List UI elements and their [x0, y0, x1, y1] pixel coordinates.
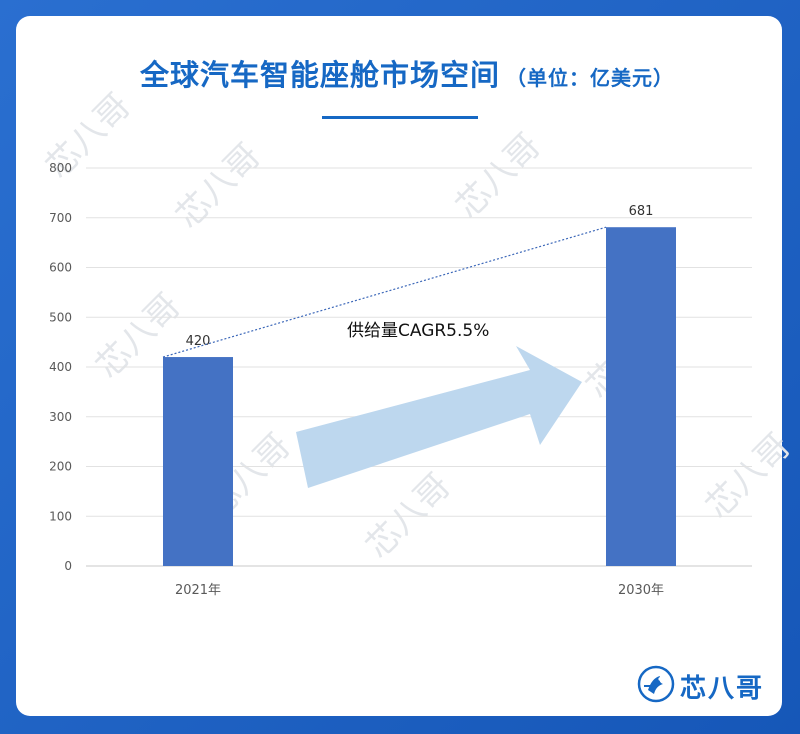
- y-tick-label: 500: [49, 310, 72, 324]
- y-tick-label: 200: [49, 460, 72, 474]
- chart-unit: （单位：亿美元）: [506, 66, 675, 90]
- bar: [163, 357, 233, 566]
- chart-title: 全球汽车智能座舱市场空间 （单位：亿美元）: [140, 52, 674, 94]
- y-tick-label: 800: [49, 161, 72, 175]
- y-tick-label: 700: [49, 211, 72, 225]
- y-tick-label: 600: [49, 261, 72, 275]
- brand-logo: 芯八哥: [636, 664, 766, 704]
- y-tick-label: 0: [64, 559, 72, 573]
- title-underline: [322, 116, 478, 119]
- brand-name: 芯八哥: [680, 674, 765, 704]
- data-label: 681: [629, 204, 654, 219]
- bar: [606, 227, 676, 566]
- watermark-text: 芯八哥: [168, 136, 268, 236]
- y-tick-label: 300: [49, 410, 72, 424]
- x-tick-label: 2030年: [618, 583, 664, 598]
- y-tick-label: 400: [49, 360, 72, 374]
- y-tick-label: 100: [49, 509, 72, 523]
- watermark-text: 芯八哥: [698, 426, 798, 526]
- data-label: 420: [186, 334, 211, 349]
- chart-title-text: 全球汽车智能座舱市场空间: [140, 58, 501, 92]
- trend-line: [162, 226, 607, 358]
- watermark-text: 芯八哥: [448, 126, 548, 226]
- x-tick-label: 2021年: [175, 583, 221, 598]
- bird-logo-icon: [637, 665, 675, 703]
- cagr-annotation: 供给量CAGR5.5%: [347, 321, 489, 341]
- growth-arrow: [296, 346, 582, 488]
